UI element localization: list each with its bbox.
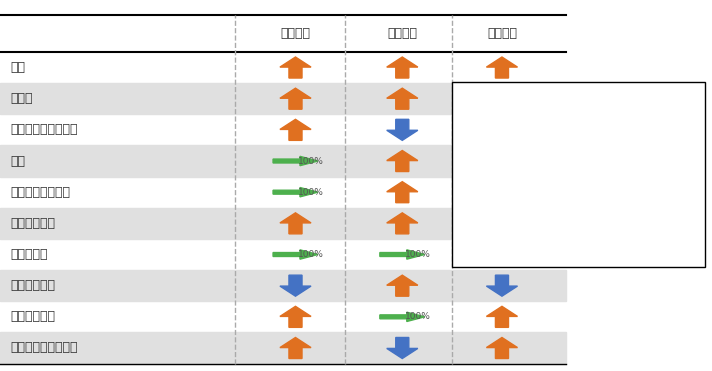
Polygon shape [280, 213, 311, 234]
Bar [0, 332, 566, 364]
Text: ケース１: ケース１ [281, 27, 310, 40]
Text: 情緒のコントロール: 情緒のコントロール [11, 123, 78, 137]
Polygon shape [387, 213, 418, 234]
Polygon shape [480, 156, 524, 166]
Polygon shape [280, 306, 311, 327]
Polygon shape [273, 156, 318, 166]
Polygon shape [486, 338, 518, 358]
Polygon shape [486, 213, 518, 234]
Text: コミュニケーション: コミュニケーション [11, 341, 78, 355]
Text: 開始: 開始 [11, 154, 26, 168]
Polygon shape [387, 57, 418, 78]
Polygon shape [387, 151, 418, 171]
Text: 100%: 100% [298, 250, 324, 259]
Text: 100%: 100% [405, 250, 431, 259]
Bar [0, 15, 566, 52]
Polygon shape [486, 57, 518, 78]
Bar [0, 15, 566, 364]
Text: 計画・組織化: 計画・組織化 [11, 217, 56, 230]
Polygon shape [380, 250, 424, 259]
Polygon shape [468, 238, 504, 246]
Polygon shape [486, 306, 518, 327]
Polygon shape [486, 275, 518, 296]
Text: 100%: 100% [298, 157, 324, 165]
Text: ワーキングメモリ: ワーキングメモリ [11, 186, 70, 199]
Text: 0 %: 0 % [505, 157, 522, 165]
Text: （数字は達成率の値）: （数字は達成率の値） [516, 253, 579, 263]
Polygon shape [280, 275, 311, 296]
Polygon shape [480, 250, 524, 259]
Bar [0, 208, 566, 239]
Text: 達成率の変化なし: 達成率の変化なし [516, 235, 572, 248]
Text: ケース２: ケース２ [387, 27, 417, 40]
Polygon shape [387, 338, 418, 358]
Polygon shape [387, 119, 418, 140]
Text: タスクモニタ: タスクモニタ [11, 279, 56, 292]
Text: 達成率の上昇: 達成率の上昇 [516, 123, 558, 136]
Text: 抑制: 抑制 [11, 61, 26, 74]
Bar [0, 83, 566, 114]
Polygon shape [280, 119, 311, 140]
Bar [0, 145, 566, 177]
Polygon shape [474, 121, 498, 138]
Text: 100%: 100% [405, 312, 431, 321]
Text: セルフモニタ: セルフモニタ [11, 310, 56, 324]
Polygon shape [387, 88, 418, 109]
Bar [0, 270, 566, 301]
Polygon shape [273, 187, 318, 197]
Polygon shape [273, 250, 318, 259]
Text: 0 %: 0 % [505, 250, 522, 259]
Polygon shape [280, 57, 311, 78]
Polygon shape [280, 338, 311, 358]
Polygon shape [387, 182, 418, 203]
Polygon shape [280, 88, 311, 109]
Polygon shape [486, 182, 518, 203]
Text: 100%: 100% [298, 188, 324, 197]
Text: 道具の整理: 道具の整理 [11, 248, 48, 261]
Text: 達成率の下降: 達成率の下降 [516, 179, 558, 192]
Polygon shape [474, 177, 498, 194]
Text: ケース３: ケース３ [487, 27, 517, 40]
Text: シフト: シフト [11, 92, 33, 105]
Polygon shape [486, 119, 518, 140]
Polygon shape [486, 88, 518, 109]
Bar [452, 82, 705, 267]
Polygon shape [387, 275, 418, 296]
Polygon shape [380, 312, 424, 322]
